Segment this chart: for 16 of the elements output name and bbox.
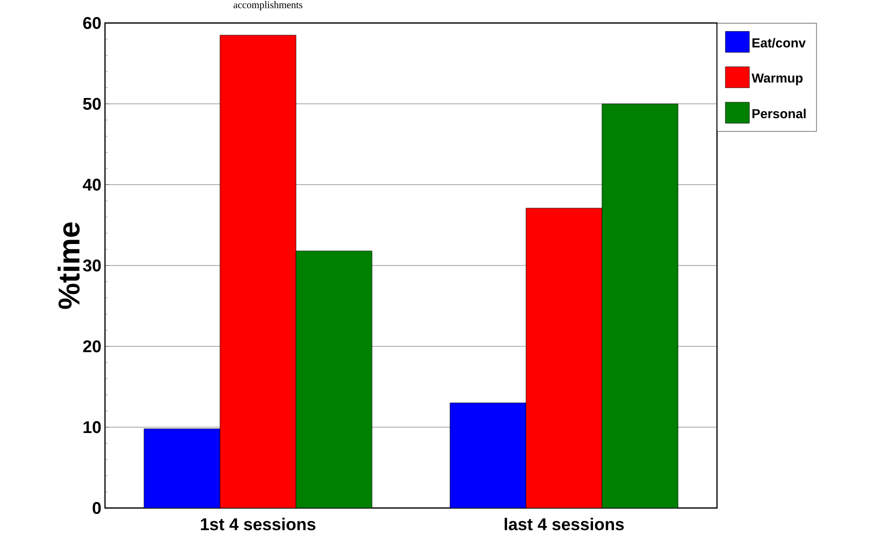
y-tick-label: 0: [92, 502, 101, 514]
bar: [526, 208, 602, 508]
x-tick-label: last 4 sessions: [504, 518, 624, 530]
y-tick-label: 60: [83, 16, 101, 30]
y-tick-label: 20: [83, 340, 101, 352]
legend-label: Eat/conv: [752, 38, 806, 48]
legend-label: Warmup: [752, 74, 803, 86]
y-tick-label: 10: [84, 421, 101, 434]
y-tick-label: 40: [82, 178, 101, 191]
text: accomplishments: [234, 1, 302, 10]
legend-label: Personal: [752, 108, 806, 118]
y-tick-label: 30: [82, 259, 101, 272]
y-axis-title: %time: [58, 222, 80, 309]
y-tick-label: 50: [83, 98, 101, 110]
x-tick-label: 1st 4 sessions: [200, 518, 316, 530]
bar: [220, 34, 296, 508]
